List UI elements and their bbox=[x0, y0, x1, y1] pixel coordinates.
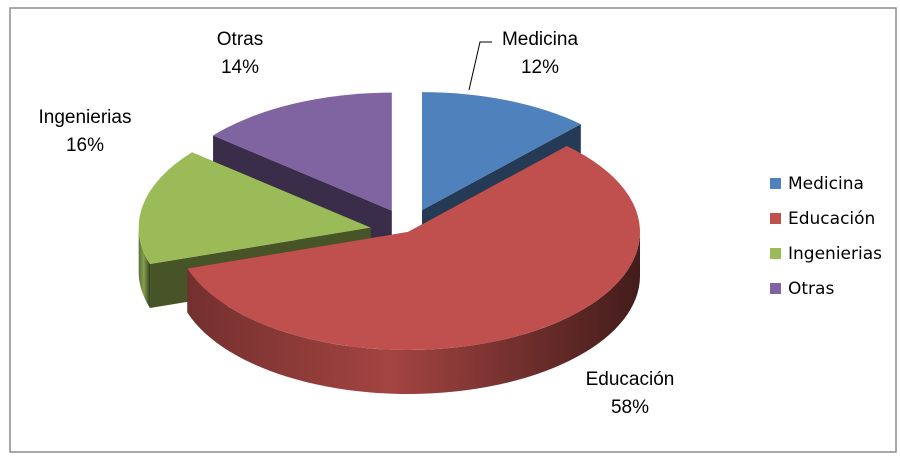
legend-swatch bbox=[770, 248, 781, 259]
slice-wall bbox=[138, 227, 151, 309]
data-label-name: Otras bbox=[217, 29, 263, 50]
legend-swatch bbox=[770, 283, 781, 294]
data-label-value: 58% bbox=[611, 397, 649, 418]
slice bbox=[213, 92, 392, 211]
data-label-name: Medicina bbox=[502, 29, 578, 50]
data-label-value: 16% bbox=[66, 135, 104, 156]
legend-label: Educación bbox=[788, 209, 875, 229]
slice bbox=[421, 92, 581, 211]
slice-wall bbox=[187, 232, 640, 394]
data-label-value: 14% bbox=[221, 57, 259, 78]
data-label-name: Educación bbox=[586, 369, 675, 390]
data-label-value: 12% bbox=[521, 57, 559, 78]
legend-label: Ingenierias bbox=[788, 244, 882, 264]
legend-swatch bbox=[770, 213, 781, 224]
slice bbox=[138, 152, 371, 265]
legend-swatch bbox=[770, 178, 781, 189]
legend-label: Medicina bbox=[788, 174, 864, 194]
data-label-name: Ingenierias bbox=[39, 107, 132, 128]
legend-label: Otras bbox=[788, 279, 834, 299]
slice bbox=[187, 145, 640, 350]
leader-line bbox=[468, 41, 492, 91]
